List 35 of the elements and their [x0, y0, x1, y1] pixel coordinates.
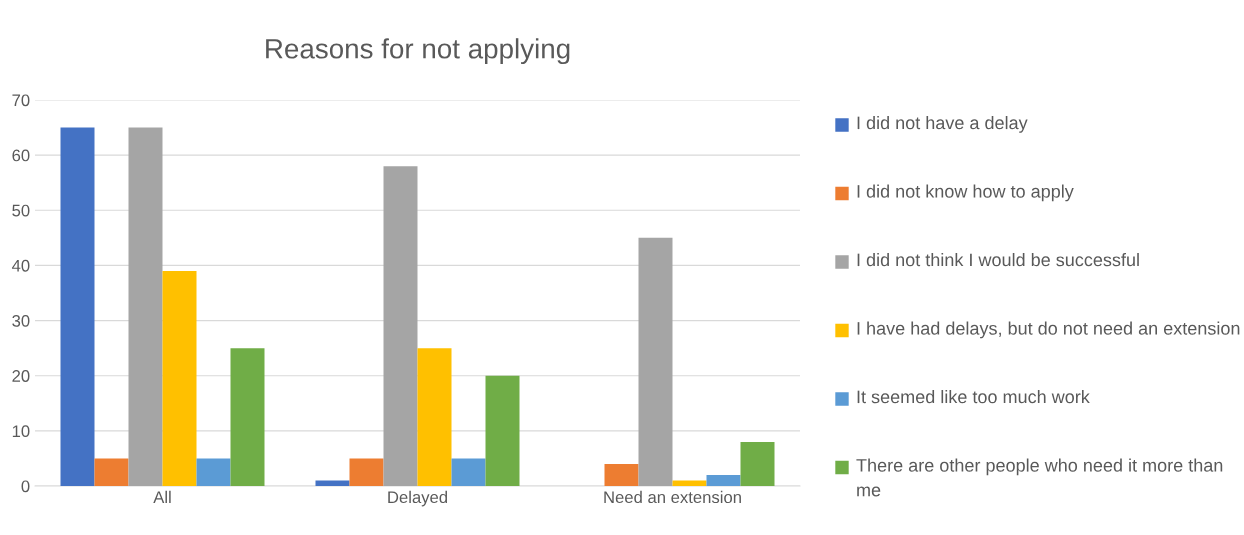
legend-label: I did not think I would be successful: [857, 253, 1139, 267]
y-tick-label: 50: [12, 204, 30, 217]
chart-title: Reasons for not applying: [266, 38, 570, 65]
bar: [706, 474, 741, 486]
bar: [162, 270, 197, 486]
legend-label: I did not have a delay: [857, 116, 1028, 133]
y-tick-label: 70: [12, 94, 30, 107]
y-tick-label: 60: [12, 149, 30, 162]
x-tick-label: Delayed: [388, 490, 447, 507]
bar: [128, 127, 163, 486]
bar: [315, 480, 350, 486]
legend-label: I did not know how to apply: [857, 184, 1074, 202]
bar: [485, 375, 520, 486]
bar: [230, 348, 265, 486]
bar: [60, 127, 95, 486]
y-tick-label: 30: [12, 314, 30, 327]
bar: [94, 458, 129, 486]
y-tick-label: 40: [11, 259, 30, 272]
bar: [451, 458, 486, 486]
y-tick-label: 10: [12, 425, 30, 438]
bar: [349, 458, 384, 486]
y-tick-label: 0: [21, 480, 30, 493]
x-tick-label: Need an extension: [604, 490, 741, 504]
bar: [604, 463, 639, 486]
legend-label: I have had delays, but do not need an extension: [857, 321, 1240, 339]
bar: [740, 441, 775, 486]
legend-label: There are other people who need it more than me: [856, 458, 1223, 497]
bar: [638, 237, 673, 486]
x-tick-label: All: [153, 490, 171, 503]
y-tick-label: 20: [12, 370, 30, 382]
legend-label: It seemed like too much work: [857, 390, 1090, 404]
bar: [383, 166, 418, 486]
bar: [417, 348, 452, 486]
bar: [672, 480, 707, 486]
bar: [196, 458, 231, 486]
